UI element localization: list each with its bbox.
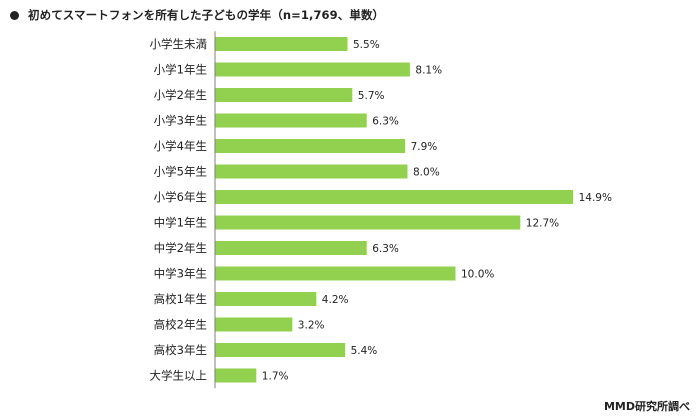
value-label: 4.2% — [322, 294, 349, 306]
value-label: 5.4% — [351, 345, 378, 357]
bar — [215, 317, 293, 332]
value-label: 10.0% — [461, 269, 494, 281]
value-label: 8.0% — [413, 167, 440, 179]
category-label: 小学5年生 — [154, 165, 207, 179]
bar — [215, 266, 456, 281]
value-label: 5.5% — [353, 39, 380, 51]
bar — [215, 139, 406, 153]
bar — [215, 368, 257, 383]
value-label: 14.9% — [579, 192, 612, 204]
value-label: 12.7% — [526, 218, 559, 230]
bar — [215, 241, 367, 255]
category-label: 高校1年生 — [154, 292, 207, 306]
category-label: 中学2年生 — [154, 241, 207, 255]
value-label: 6.3% — [372, 243, 399, 255]
category-label: 小学6年生 — [154, 190, 207, 204]
category-label: 大学生以上 — [150, 369, 208, 383]
source-credit: MMD研究所調べ — [603, 400, 690, 413]
chart-title-row: 初めてスマートフォンを所有した子どもの学年（n=1,769、単数） — [10, 6, 384, 24]
category-label: 小学2年生 — [154, 88, 207, 102]
value-label: 8.1% — [415, 65, 442, 77]
chart-title: 初めてスマートフォンを所有した子どもの学年（n=1,769、単数） — [28, 8, 385, 22]
category-label: 小学3年生 — [154, 114, 207, 128]
value-label: 6.3% — [372, 116, 399, 128]
value-label: 1.7% — [262, 371, 289, 383]
bar — [215, 164, 408, 179]
category-label: 高校2年生 — [154, 318, 207, 332]
bar — [215, 37, 348, 51]
value-label: 3.2% — [298, 320, 325, 332]
category-label: 小学4年生 — [154, 139, 207, 153]
bar — [215, 343, 346, 357]
bar — [215, 190, 574, 204]
bar — [215, 292, 317, 306]
category-label: 高校3年生 — [154, 343, 207, 357]
value-label: 5.7% — [358, 90, 385, 102]
category-label: 小学1年生 — [154, 63, 207, 77]
bar — [215, 62, 410, 77]
value-label: 7.9% — [411, 141, 438, 153]
bar — [215, 215, 521, 230]
category-label: 中学3年生 — [154, 267, 207, 281]
category-label: 中学1年生 — [154, 216, 207, 230]
bullet-icon — [10, 10, 19, 20]
category-label: 小学生未満 — [150, 37, 208, 51]
bar — [215, 88, 353, 102]
bar — [215, 113, 367, 128]
